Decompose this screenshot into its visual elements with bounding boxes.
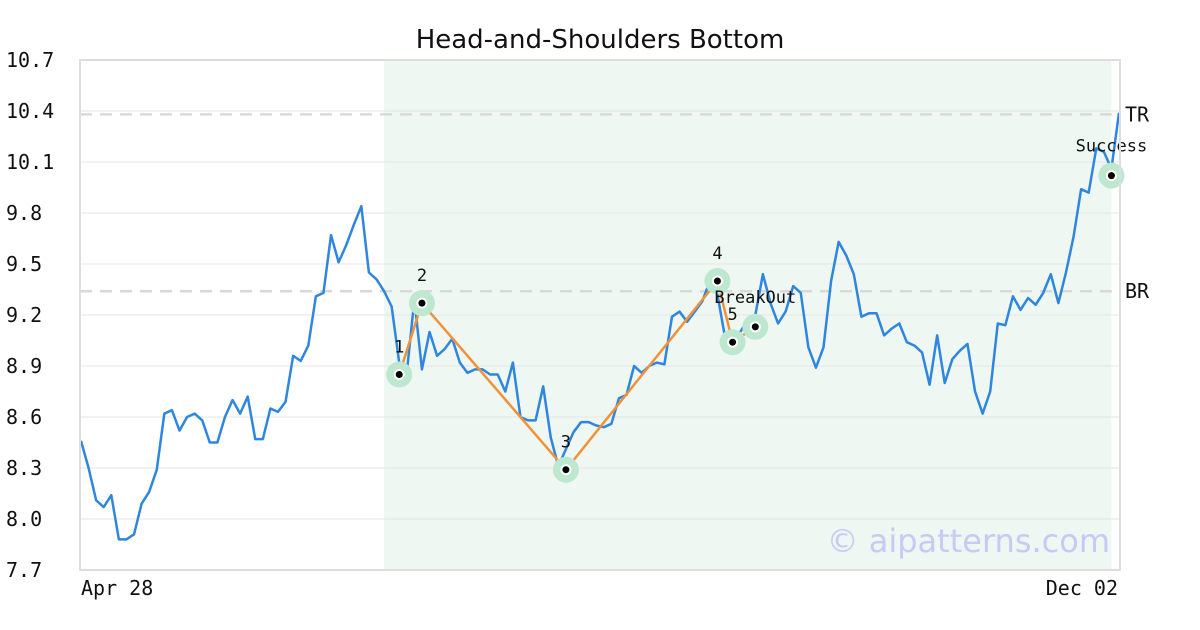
level-lines: TR BR bbox=[80, 102, 1150, 303]
x-tick-end: Dec 02 bbox=[1046, 576, 1118, 600]
y-tick-label: 9.2 bbox=[6, 303, 42, 327]
point-dot bbox=[751, 323, 759, 331]
level-label-br: BR bbox=[1125, 279, 1150, 303]
chart-title: Head-and-Shoulders Bottom bbox=[416, 25, 785, 55]
y-tick-label: 8.0 bbox=[6, 507, 42, 531]
pattern-markers bbox=[386, 162, 1125, 483]
point-dot bbox=[418, 299, 426, 307]
pattern-point-label: 3 bbox=[561, 433, 571, 453]
y-tick-label: 8.3 bbox=[6, 456, 42, 480]
y-tick-label: 10.4 bbox=[6, 99, 54, 123]
point-dot bbox=[562, 466, 570, 474]
y-tick-label: 8.9 bbox=[6, 354, 42, 378]
y-tick-label: 8.6 bbox=[6, 405, 42, 429]
pattern-point-label: 5 bbox=[727, 305, 737, 325]
point-dot bbox=[395, 371, 403, 378]
watermark: © aipatterns.com bbox=[827, 522, 1110, 560]
pattern-point-label: 4 bbox=[712, 244, 722, 264]
pattern-point-label: 1 bbox=[394, 338, 404, 358]
annotation-breakout: BreakOut bbox=[714, 288, 796, 308]
point-dot bbox=[729, 338, 737, 346]
y-tick-label: 10.7 bbox=[6, 48, 54, 72]
y-tick-label: 10.1 bbox=[6, 150, 54, 174]
y-tick-label: 9.8 bbox=[6, 201, 42, 225]
y-tick-label: 7.7 bbox=[6, 558, 42, 582]
axes: 10.7 10.4 10.1 9.8 9.5 9.2 8.9 8.6 8.3 8.0 7.7 bbox=[6, 48, 1121, 582]
x-tick-start: Apr 28 bbox=[81, 576, 153, 600]
plot-frame bbox=[79, 59, 1121, 571]
point-dot bbox=[713, 277, 721, 285]
level-label-tr: TR bbox=[1125, 102, 1150, 126]
y-tick-label: 9.5 bbox=[6, 252, 42, 276]
point-dot bbox=[1107, 172, 1115, 180]
annotation-success: Success bbox=[1076, 137, 1148, 157]
pattern-point-label: 2 bbox=[417, 266, 427, 286]
